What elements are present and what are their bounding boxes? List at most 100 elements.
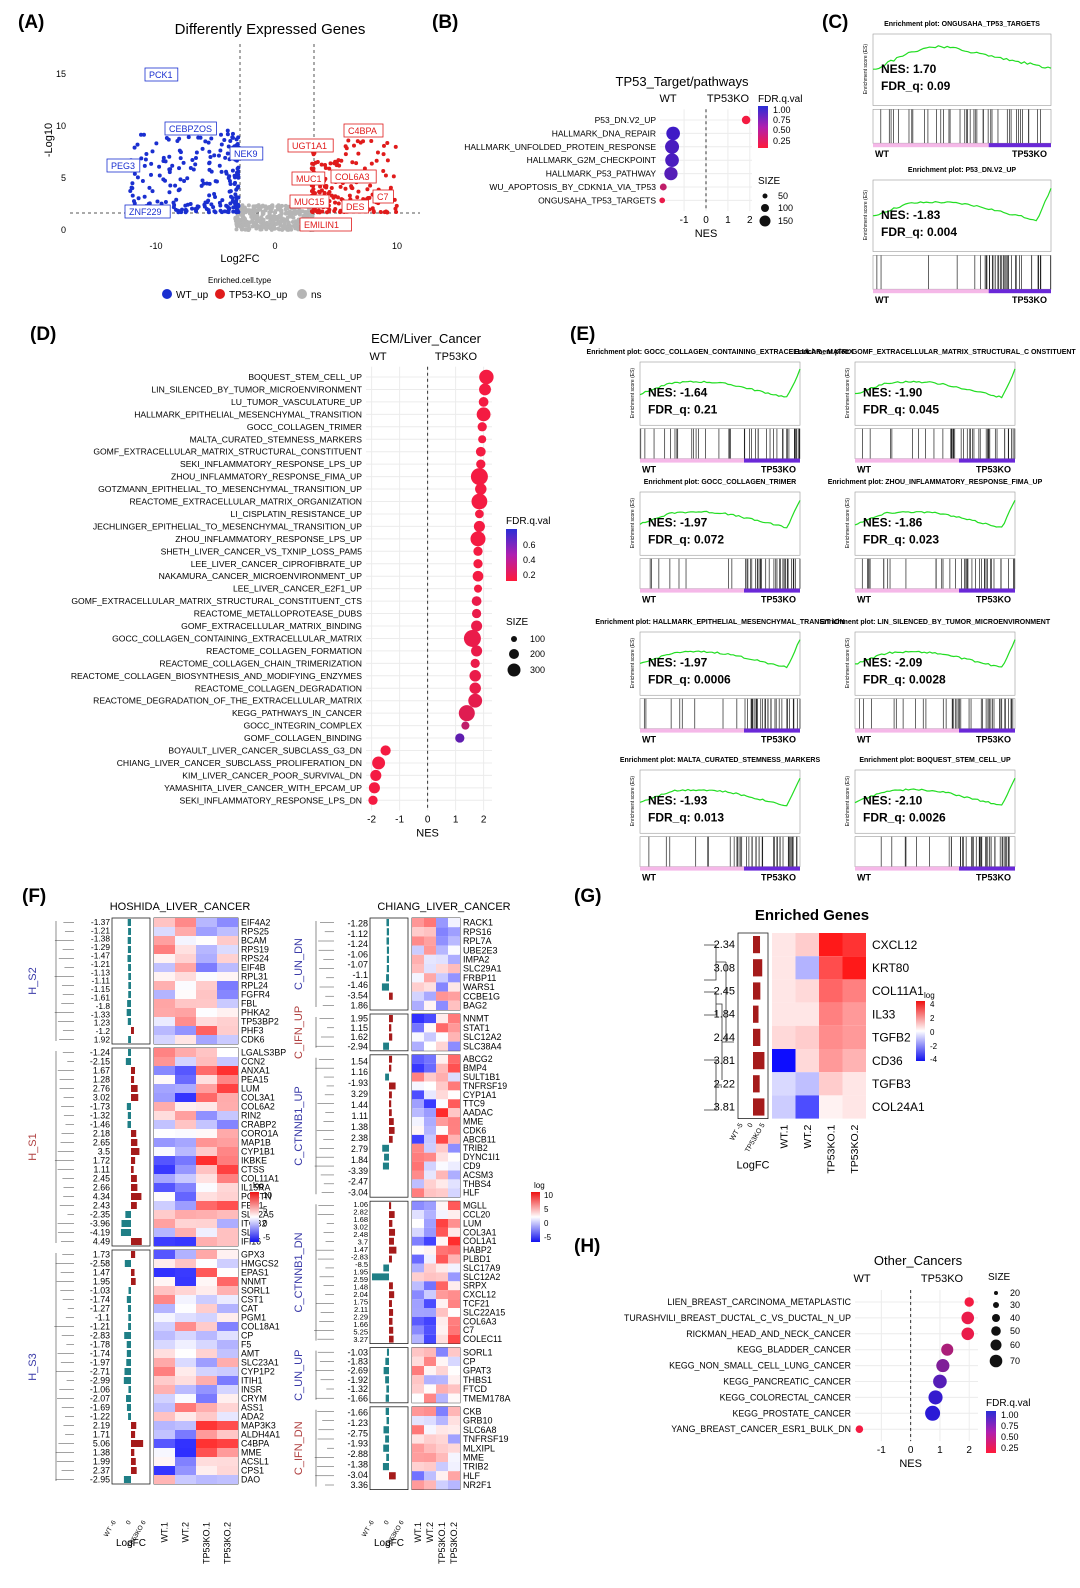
point-ns [252, 209, 257, 214]
logfc-bar [753, 959, 763, 977]
heat-cell [175, 1174, 196, 1183]
heat-cell [436, 945, 448, 955]
gene-label: F5 [241, 1340, 251, 1350]
point-wt-up [228, 182, 233, 187]
point-ns [270, 204, 275, 209]
heat-cell [424, 1143, 436, 1153]
heat-cell [217, 1026, 238, 1035]
gene-label-ko: COL6A3 [335, 172, 370, 182]
logfc-value: -2.83 [351, 1253, 368, 1262]
heat-cell [175, 963, 196, 972]
pathway-dot [368, 782, 380, 794]
pathway-label: LIN_SILENCED_BY_TUMOR_MICROENVIRONMENT [151, 384, 362, 394]
heat-cell [819, 1002, 843, 1026]
point-wt-up [171, 205, 176, 210]
heat-cell [436, 1219, 448, 1228]
heat-col-label: WT.1 [160, 1522, 170, 1543]
panel-h-size-key [993, 1302, 999, 1308]
point-ns [259, 215, 264, 220]
heat-cell [196, 936, 217, 945]
point-ko-up [391, 174, 396, 179]
point-ko-up [333, 200, 338, 205]
heat-cell [175, 1183, 196, 1192]
gene-label: BCAM [241, 936, 266, 946]
heat-cell [795, 979, 819, 1003]
heat-cell [436, 1334, 448, 1344]
heat-cell [175, 1201, 196, 1210]
panel-c: (C) Enrichment plot: ONGUSAHA_TP53_TARGE… [822, 12, 1052, 305]
point-wt-up [168, 167, 173, 172]
logfc-tick: WT -6 [361, 1519, 376, 1538]
heat-cell [154, 1183, 175, 1192]
pathway-label: REACTOME_METALLOPROTEASE_DUBS [194, 609, 363, 619]
gene-label: SLC12A2 [463, 1032, 502, 1042]
heat-cell [217, 1286, 238, 1295]
pathway-label: LEE_LIVER_CANCER_CIPROFIBRATE_UP [191, 559, 363, 569]
point-ko-up [326, 209, 331, 214]
heat-cell [436, 1308, 448, 1317]
panel-f: (F) HOSHIDA_LIVER_CANCER CHIANG_LIVER_CA… [22, 886, 553, 1564]
pathway-dot [665, 139, 680, 154]
point-ko-up [369, 139, 374, 144]
gsea-right-label: TP53KO [1012, 295, 1047, 305]
gene-label: IKBKE [241, 1156, 267, 1166]
point-wt-up [236, 135, 241, 140]
logfc-bar [383, 1367, 389, 1375]
heat-cell [424, 1000, 436, 1010]
point-ko-up [343, 186, 348, 191]
logfc-bar [386, 946, 389, 954]
panel-d-size-key [509, 649, 519, 659]
heat-cell [424, 1161, 436, 1171]
point-wt-up [168, 183, 173, 188]
gene-label-box-ko [372, 189, 394, 204]
point-ko-up [331, 195, 336, 200]
point-ko-up [378, 210, 383, 215]
gsea-ylabel: Enrichment score (ES) [630, 498, 636, 549]
logfc-bar [383, 1264, 389, 1272]
logfc-bar [389, 992, 393, 1000]
heat-cell [175, 1421, 196, 1430]
heat-cell [154, 1457, 175, 1466]
pathway-label: WU_APOPTOSIS_BY_CDKN1A_VIA_TP53 [489, 182, 656, 192]
heat-cell [424, 1416, 436, 1426]
gene-label-box-ko [291, 171, 326, 186]
heat-cell [217, 1385, 238, 1394]
heat-cell [196, 1259, 217, 1268]
logfc-value: 1.95 [350, 1014, 368, 1024]
heat-cell [196, 1250, 217, 1259]
gsea-hit-frame [872, 255, 1052, 290]
point-ns [267, 210, 272, 215]
panel-a-legend-title: Enriched.cell.type [208, 276, 272, 285]
logfc-value: 1.16 [351, 1067, 368, 1077]
heat-cell [175, 1439, 196, 1448]
pathway-dot [473, 520, 485, 532]
pathway-label: HALLMARK_EPITHELIAL_MESENCHYMAL_TRANSITI… [134, 409, 362, 419]
gene-label-ko: C4BPA [348, 126, 377, 136]
heat-cell [412, 1356, 424, 1366]
gene-label: SLC29A1 [463, 964, 502, 974]
gsea-title: Enrichment plot: ZHOU_INFLAMMATORY_RESPO… [828, 479, 1043, 486]
logfc-value: 1.95 [353, 1268, 368, 1277]
point-wt-up [177, 136, 182, 141]
logfc-value: 2.76 [93, 1084, 110, 1094]
logfc-value: -2.95 [90, 1475, 110, 1485]
heat-cell [424, 1152, 436, 1162]
pathway-dot [479, 369, 494, 385]
gsea-right-label: TP53KO [976, 873, 1011, 883]
logfc-value: 1.54 [351, 1056, 368, 1066]
gene-label: DYNC1I1 [463, 1152, 500, 1162]
heat-cell [154, 1138, 175, 1147]
logfc-value: -2.47 [348, 1177, 368, 1187]
gene-label: ASS1 [241, 1403, 264, 1413]
gene-label: EIF4A2 [241, 918, 270, 928]
heat-cell [842, 1025, 866, 1049]
point-wt-up [161, 155, 166, 160]
logfc-value: -1.13 [91, 967, 110, 977]
heat-cell [424, 1406, 436, 1416]
heat-cell [436, 1179, 448, 1189]
logfc-value: 2.38 [351, 1133, 368, 1143]
logfc-bar [385, 1357, 389, 1365]
heat-cell [772, 1025, 796, 1049]
heat-cell [412, 954, 424, 964]
heat-cell [436, 973, 448, 983]
